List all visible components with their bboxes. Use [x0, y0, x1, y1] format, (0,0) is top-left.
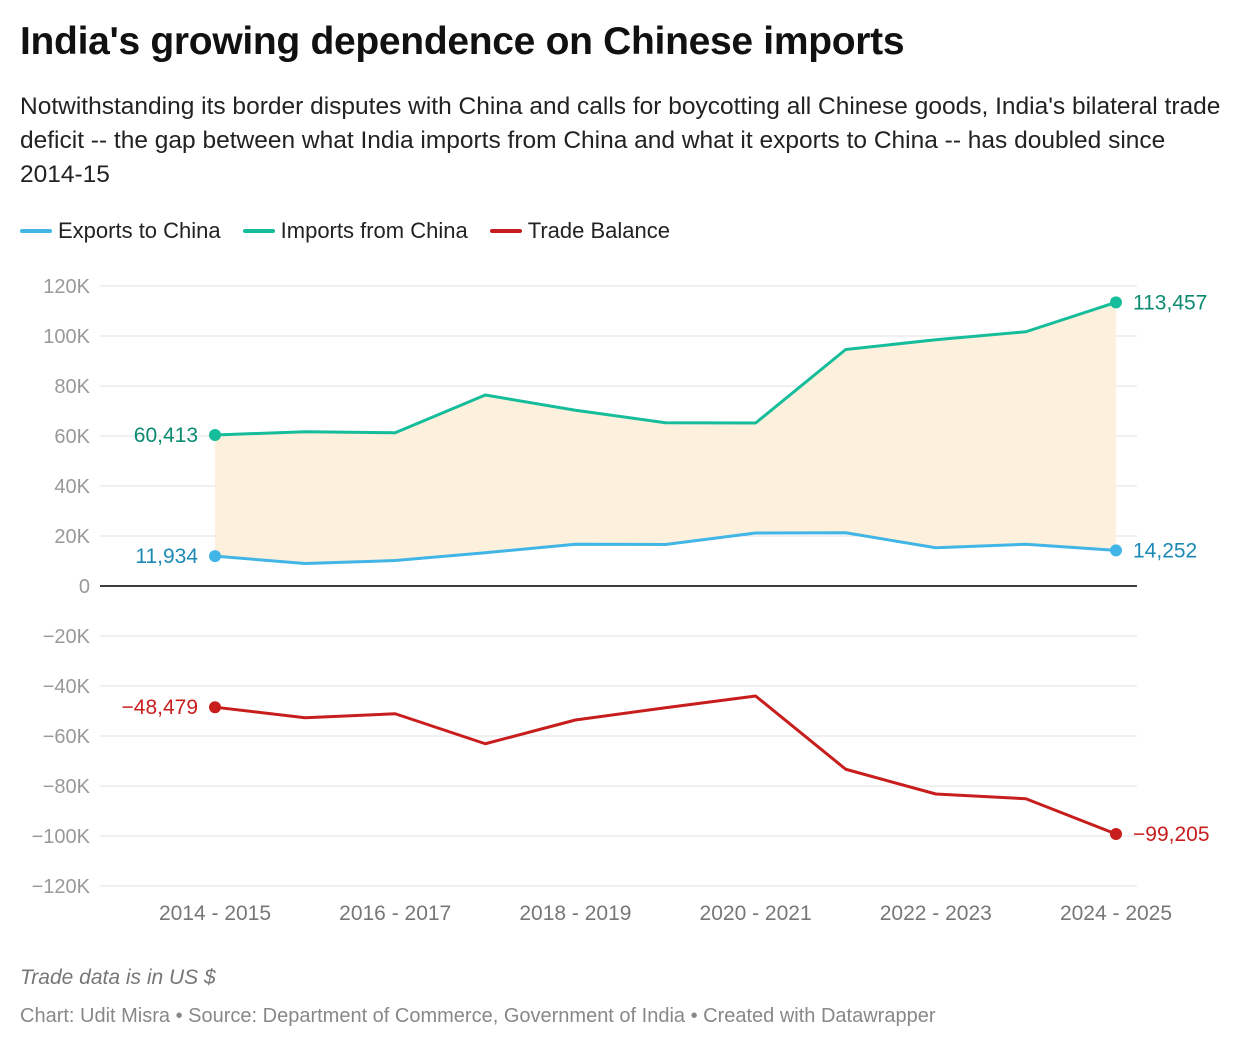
- y-tick-label: −100K: [32, 826, 91, 848]
- legend-label: Imports from China: [280, 218, 468, 243]
- data-point-imports-from-china: [1110, 296, 1122, 309]
- x-tick-label: 2016 - 2017: [339, 902, 451, 925]
- x-tick-label: 2022 - 2023: [880, 902, 992, 925]
- legend-swatch: [242, 229, 275, 233]
- y-tick-label: 40K: [54, 476, 90, 498]
- deficit-area: [215, 302, 1116, 564]
- legend-item-exports: Exports to China: [20, 218, 221, 244]
- chart-source: Chart: Udit Misra • Source: Department o…: [20, 1005, 936, 1027]
- y-tick-label: −20K: [43, 626, 91, 648]
- legend: Exports to China Imports from China Trad…: [20, 218, 670, 244]
- chart-note: Trade data is in US $: [20, 966, 216, 989]
- data-point-imports-from-china: [209, 428, 221, 441]
- x-tick-label: 2018 - 2019: [519, 902, 631, 925]
- y-tick-label: 20K: [54, 526, 90, 548]
- x-tick-label: 2014 - 2015: [159, 902, 271, 925]
- end-value-label-imports-from-china: 113,457: [1133, 291, 1207, 314]
- x-tick-label: 2020 - 2021: [700, 902, 812, 925]
- x-tick-label: 2024 - 2025: [1060, 902, 1172, 925]
- y-tick-label: 100K: [43, 326, 90, 348]
- data-point-exports-to-china: [209, 550, 221, 563]
- legend-label: Trade Balance: [527, 218, 670, 243]
- legend-label: Exports to China: [58, 218, 221, 243]
- y-tick-label: 60K: [54, 426, 90, 448]
- y-tick-label: −60K: [43, 726, 91, 748]
- start-value-label-imports-from-china: 60,413: [134, 424, 198, 447]
- y-tick-label: −40K: [43, 676, 91, 698]
- data-point-exports-to-china: [1110, 544, 1122, 557]
- data-point-trade-balance: [209, 701, 221, 714]
- legend-item-imports: Imports from China: [242, 218, 468, 244]
- y-tick-label: 80K: [54, 376, 90, 398]
- y-tick-label: −120K: [32, 876, 91, 898]
- end-value-label-trade-balance: −99,205: [1133, 823, 1210, 846]
- legend-swatch: [489, 229, 522, 233]
- series-line-trade-balance: [214, 694, 1117, 836]
- start-value-label-exports-to-china: 11,934: [135, 545, 198, 568]
- y-tick-label: 0: [79, 576, 90, 598]
- end-value-label-exports-to-china: 14,252: [1133, 539, 1197, 562]
- legend-swatch: [20, 229, 52, 233]
- series-line-imports-from-china: [214, 300, 1117, 437]
- data-point-trade-balance: [1110, 828, 1122, 841]
- y-tick-label: 120K: [43, 276, 90, 298]
- series-line-exports-to-china: [214, 531, 1117, 565]
- start-value-label-trade-balance: −48,479: [122, 696, 199, 719]
- line-chart: 120K 100K 80K 60K 40K 20K 0 −20K −40K −60K −80K −10…: [32, 276, 1210, 925]
- y-tick-label: −80K: [43, 776, 91, 798]
- legend-item-balance: Trade Balance: [489, 218, 670, 244]
- chart-subtitle: Notwithstanding its border disputes with…: [20, 93, 1221, 188]
- chart-title: India's growing dependence on Chinese im…: [20, 20, 905, 63]
